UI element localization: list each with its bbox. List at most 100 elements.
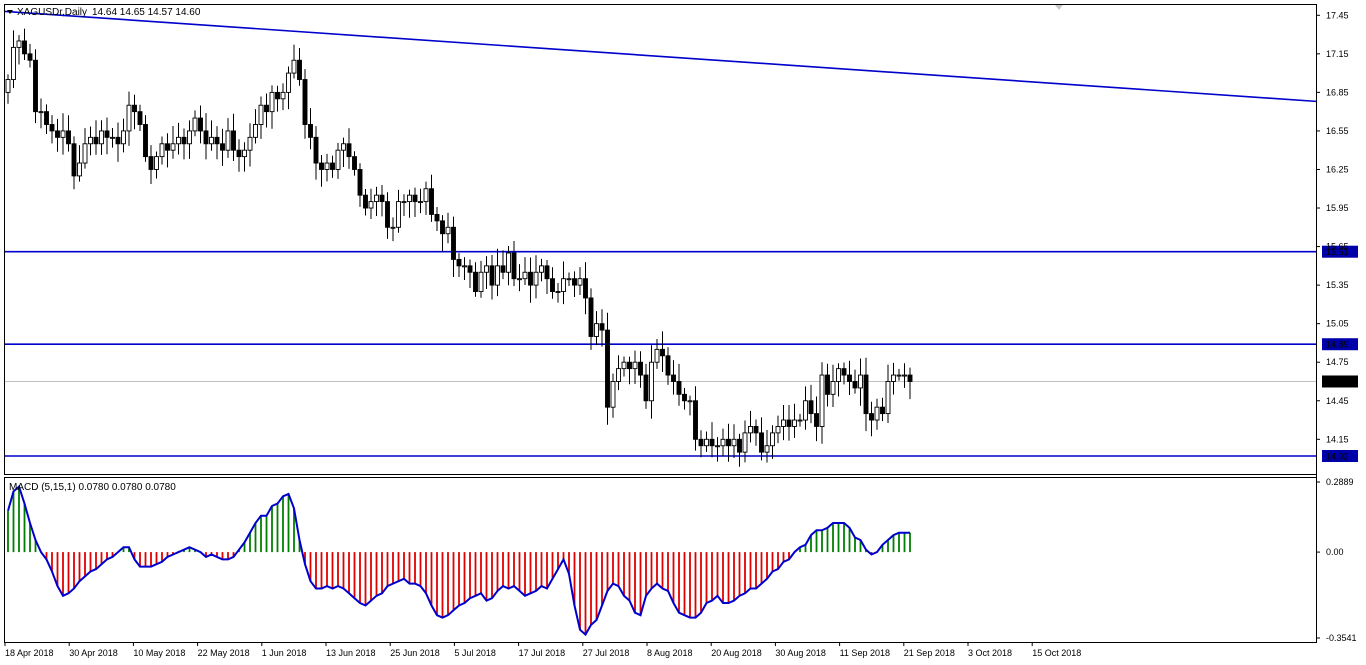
candle-body (638, 361, 643, 376)
macd-panel-frame (4, 477, 1317, 643)
candle-body (847, 374, 852, 382)
candle-body (181, 136, 187, 145)
date-axis-label: 22 May 2018 (198, 648, 250, 658)
candle-body (225, 130, 231, 151)
date-axis-label: 11 Sep 2018 (840, 648, 890, 658)
candle-body (77, 162, 82, 177)
candle-body (594, 323, 599, 337)
candle-body (544, 265, 550, 280)
candle-body (176, 136, 181, 145)
candle-body (429, 188, 434, 215)
date-axis-label: 30 Apr 2018 (69, 648, 118, 658)
candle-body (616, 368, 621, 382)
ohlc-readout: 14.64 14.65 14.57 14.60 (92, 7, 201, 18)
candle-body (467, 265, 473, 273)
candle-body (203, 130, 209, 145)
candle-body (126, 104, 132, 132)
candle-body (632, 361, 638, 370)
candle-body (313, 136, 319, 164)
candle-body (808, 400, 814, 415)
candle-body (621, 361, 627, 370)
candle-body (297, 59, 302, 80)
candle-body (753, 426, 759, 434)
candle-body (44, 111, 49, 125)
candle-body (363, 194, 368, 209)
candle-body (379, 194, 385, 203)
date-axis-label: 13 Jun 2018 (326, 648, 376, 658)
price-axis-label: 17.45 (1326, 10, 1349, 20)
candle-body (192, 117, 198, 132)
level-price-tag (1322, 450, 1358, 463)
candle-body (566, 278, 572, 281)
price-axis-label: 14.15 (1326, 434, 1349, 444)
candle-body (764, 445, 770, 453)
candle-body (319, 162, 324, 170)
scroll-shift-marker-icon[interactable] (1055, 5, 1063, 10)
candle-body (401, 201, 407, 204)
candle-body (385, 201, 390, 228)
candle-body (748, 426, 753, 434)
candle-body (346, 143, 352, 158)
candle-body (170, 143, 176, 151)
price-axis-label: 17.15 (1326, 49, 1349, 59)
candle-body (852, 381, 858, 389)
candle-body (38, 111, 44, 114)
candle-body (759, 432, 764, 453)
candle-body (605, 329, 610, 408)
candle-body (368, 201, 374, 209)
candle-body (291, 59, 297, 74)
candle-body (539, 265, 544, 273)
candle-body (88, 136, 93, 145)
level-price-text: 14.02 (1326, 452, 1349, 462)
candle-body (880, 406, 885, 415)
candle-body (275, 91, 280, 100)
date-axis-label: 17 Jul 2018 (519, 648, 566, 658)
candle-body (495, 265, 500, 286)
macd-axis-label: 0.2889 (1326, 477, 1354, 487)
candle-body (473, 271, 478, 292)
candle-body (198, 117, 203, 132)
candle-body (236, 149, 242, 158)
candle-body (280, 91, 286, 100)
date-axis-label: 3 Oct 2018 (968, 648, 1012, 658)
date-axis-label: 5 Jul 2018 (454, 648, 496, 658)
candle-body (423, 188, 429, 203)
candle-body (819, 374, 825, 427)
candle-body (308, 124, 313, 138)
candle-body (242, 149, 247, 158)
candle-body (27, 53, 33, 61)
candle-body (550, 278, 555, 292)
candle-body (610, 381, 616, 408)
candle-body (187, 130, 192, 145)
date-axis-label: 15 Oct 2018 (1032, 648, 1081, 658)
candle-body (792, 419, 797, 427)
candle-body (258, 104, 264, 125)
candle-body (896, 374, 902, 377)
dropdown-triangle-icon[interactable] (7, 10, 13, 14)
candle-body (572, 278, 577, 286)
candle-body (770, 432, 775, 447)
candle-body (627, 361, 632, 370)
candle-body (286, 72, 291, 93)
candle-body (797, 419, 803, 422)
candle-body (71, 143, 77, 177)
candle-body (781, 419, 786, 427)
date-axis-label: 20 Aug 2018 (711, 648, 762, 658)
candle-body (577, 278, 583, 286)
candle-body (588, 297, 594, 337)
candle-body (115, 136, 121, 145)
candle-body (885, 381, 891, 415)
candle-body (330, 162, 335, 170)
candle-body (159, 143, 165, 158)
descending-trendline[interactable] (4, 10, 1317, 103)
candle-body (324, 162, 330, 170)
candle-body (390, 226, 396, 229)
candle-body (269, 91, 275, 113)
candle-body (506, 252, 511, 273)
candle-body (264, 104, 269, 113)
candle-body (891, 374, 896, 382)
price-axis-label: 15.65 (1326, 242, 1349, 252)
candle-body (737, 438, 742, 453)
candle-body (660, 348, 665, 357)
candle-body (412, 194, 418, 203)
